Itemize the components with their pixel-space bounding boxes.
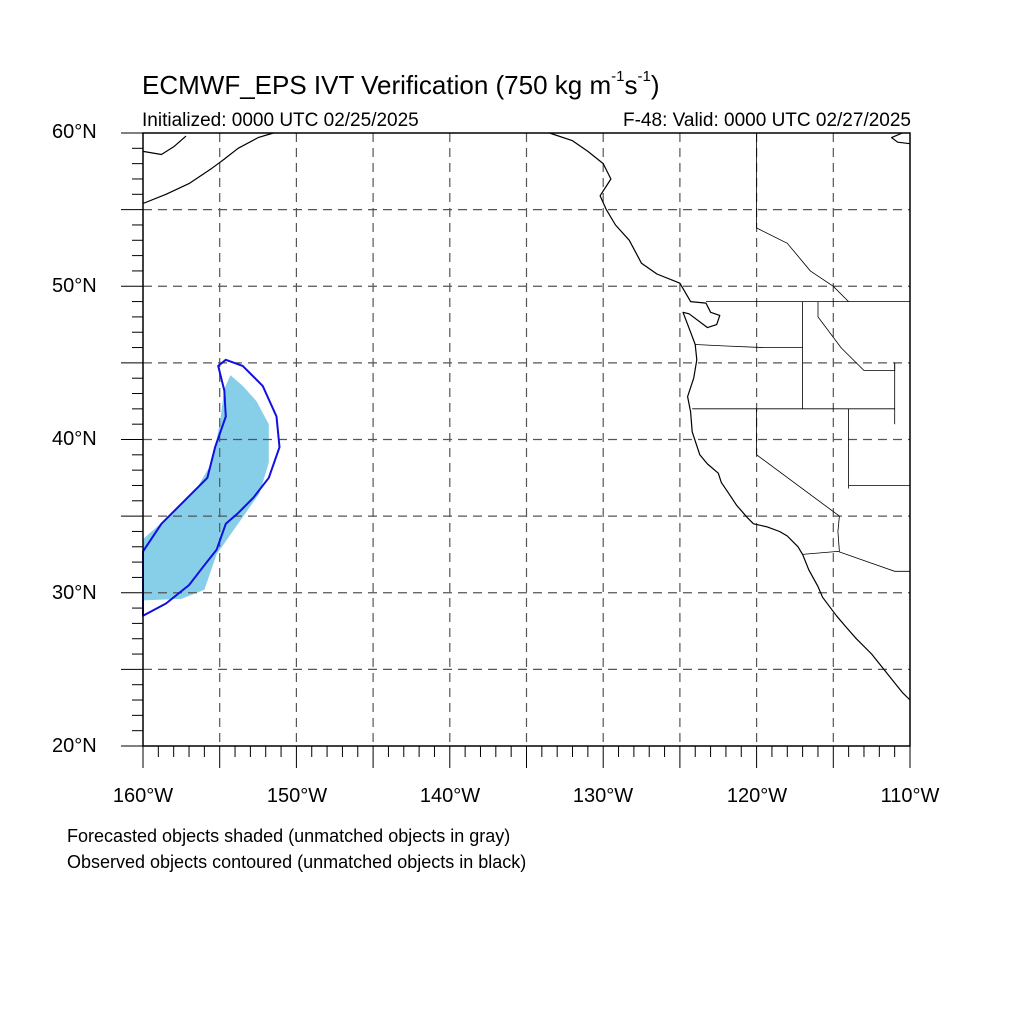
lat-lon-grid	[143, 133, 910, 746]
valid-time-label: F-48: Valid: 0000 UTC 02/27/2025	[623, 110, 911, 131]
boundary-az-ca	[837, 516, 840, 552]
coastline-upper-right	[890, 132, 911, 145]
x-tick-label-150w: 150°W	[266, 785, 328, 807]
initialized-label: Initialized: 0000 UTC 02/25/2025	[142, 110, 419, 131]
x-tick-label-120w: 120°W	[726, 785, 788, 807]
coastline-alaska-pen	[142, 132, 274, 205]
coastline-upper-left	[142, 135, 187, 156]
legend-note-observed: Observed objects contoured (unmatched ob…	[67, 852, 527, 872]
boundary-wa-or	[695, 344, 803, 349]
figure-title: ECMWF_EPS IVT Verification (750 kg m-1s-…	[142, 68, 660, 100]
observed-objects-layer	[142, 358, 281, 617]
y-tick-label-30: 30°N	[52, 582, 97, 604]
axis-ticks	[121, 132, 911, 768]
y-tick-label-40: 40°N	[52, 428, 97, 450]
y-tick-label-20: 20°N	[52, 735, 97, 757]
x-tick-label-110w: 110°W	[880, 785, 940, 807]
y-tick-label-60: 60°N	[52, 121, 97, 143]
boundary-bc-ab	[756, 133, 849, 302]
x-tick-label-140w: 140°W	[419, 785, 481, 807]
coastline-west-coast	[549, 132, 911, 701]
forecast-object-shaded	[143, 375, 269, 601]
y-tick-label-50: 50°N	[52, 275, 97, 297]
forecast-objects-layer	[143, 375, 269, 601]
map-frame	[142, 132, 911, 747]
coastline-layer	[142, 132, 911, 701]
x-tick-label-160w: 160°W	[112, 785, 174, 807]
boundary-mexico	[802, 550, 910, 572]
legend-note-forecast: Forecasted objects shaded (unmatched obj…	[67, 826, 511, 846]
observed-object-contour	[142, 358, 281, 617]
boundary-ca-nv	[756, 408, 840, 517]
x-tick-label-130w: 130°W	[572, 785, 634, 807]
